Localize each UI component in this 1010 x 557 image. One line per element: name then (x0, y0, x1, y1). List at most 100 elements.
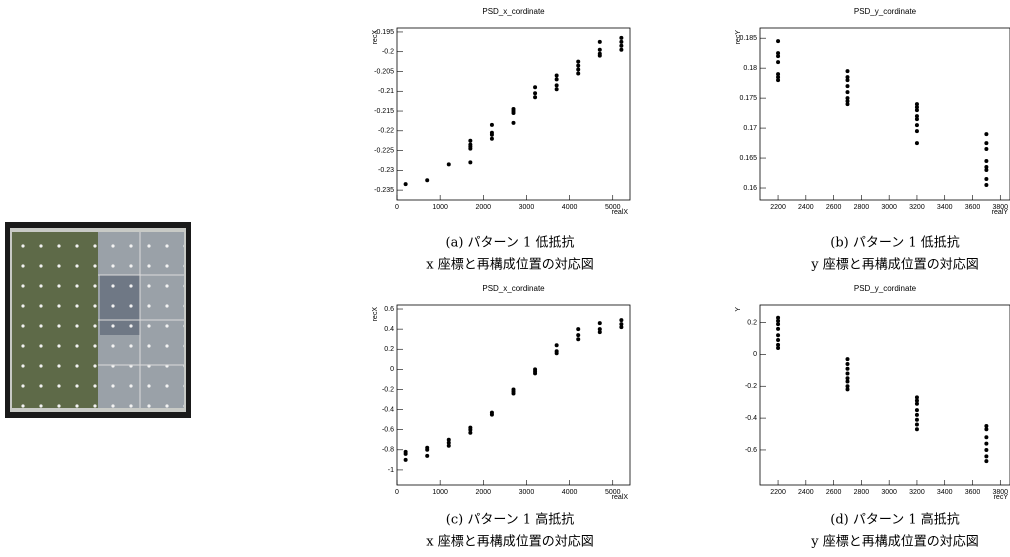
scatter-point (555, 73, 559, 77)
scatter-point (555, 77, 559, 81)
scatter-point (598, 330, 602, 334)
scatter-point (984, 147, 988, 151)
y-tick-label: -0.215 (374, 108, 394, 115)
scatter-point (915, 402, 919, 406)
scatter-point (984, 168, 988, 172)
x-tick-label: 3200 (909, 204, 925, 211)
scatter-point (576, 71, 580, 75)
scatter-point (598, 40, 602, 44)
scatter-point (915, 427, 919, 431)
y-tick-label: 0.2 (384, 346, 394, 353)
x-tick-label: 2600 (826, 204, 842, 211)
y-tick-label: 0.185 (739, 35, 757, 42)
y-tick-label: 0.16 (743, 185, 757, 192)
scatter-point (984, 177, 988, 181)
scatter-point (776, 60, 780, 64)
x-tick-label: 2800 (854, 489, 870, 496)
scatter-point (555, 343, 559, 347)
scatter-point (490, 137, 494, 141)
y-tick-label: -0.235 (374, 187, 394, 194)
scatter-point (598, 48, 602, 52)
scatter-point (576, 68, 580, 72)
figure: PSD_x_cordinaterealXrecX0100020003000400… (0, 0, 1010, 557)
scatter-point (846, 84, 850, 88)
scatter-point (447, 162, 451, 166)
x-tick-label: 2400 (798, 489, 814, 496)
scatter-point (984, 459, 988, 463)
scatter-point (555, 87, 559, 91)
y-tick-label: -0.6 (382, 427, 394, 434)
y-tick-label: 0 (390, 366, 394, 373)
y-tick-label: -0.2 (382, 49, 394, 56)
scatter-point (984, 183, 988, 187)
scatter-point (915, 108, 919, 112)
scatter-point (598, 321, 602, 325)
scatter-point (619, 318, 623, 322)
scatter-point (576, 64, 580, 68)
y-tick-label: 0.6 (384, 306, 394, 313)
scatter-point (576, 333, 580, 337)
y-tick-label: -0.6 (745, 447, 757, 454)
scatter-point (533, 91, 537, 95)
scatter-point (776, 338, 780, 342)
scatter-point (846, 102, 850, 106)
scatter-point (776, 327, 780, 331)
scatter-point (425, 178, 429, 182)
scatter-point (984, 435, 988, 439)
x-tick-label: 3600 (965, 489, 981, 496)
scatter-point (619, 36, 623, 40)
y-tick-label: -0.225 (374, 147, 394, 154)
scatter-point (776, 39, 780, 43)
scatter-point (425, 448, 429, 452)
scatter-point (576, 327, 580, 331)
x-tick-label: 5000 (605, 204, 621, 211)
x-tick-label: 1000 (432, 489, 448, 496)
scatter-point (915, 129, 919, 133)
x-tick-label: 3000 (881, 489, 897, 496)
scatter-point (846, 371, 850, 375)
y-tick-label: -0.8 (382, 447, 394, 454)
scatter-point (404, 452, 408, 456)
x-tick-label: 2600 (826, 489, 842, 496)
scatter-point (846, 90, 850, 94)
x-tick-label: 3800 (992, 204, 1008, 211)
x-tick-label: 2200 (770, 489, 786, 496)
scatter-point (576, 337, 580, 341)
scatter-point (984, 132, 988, 136)
scatter-point (619, 44, 623, 48)
scatter-point (776, 54, 780, 58)
x-tick-label: 1000 (432, 204, 448, 211)
scatter-point (468, 160, 472, 164)
x-tick-label: 3600 (965, 204, 981, 211)
x-tick-label: 2800 (854, 204, 870, 211)
scatter-point (490, 413, 494, 417)
chart-title: PSD_x_cordinate (482, 284, 545, 293)
x-tick-label: 3800 (992, 489, 1008, 496)
y-tick-label: 0.175 (739, 95, 757, 102)
scatter-point (846, 387, 850, 391)
plot-frame (760, 305, 1010, 485)
chart-title: PSD_x_cordinate (482, 7, 545, 16)
y-tick-label: 0.165 (739, 155, 757, 162)
scatter-point (984, 141, 988, 145)
scatter-point (468, 147, 472, 151)
scatter-point (915, 408, 919, 412)
scatter-point (619, 40, 623, 44)
scatter-point (533, 371, 537, 375)
scatter-point (533, 95, 537, 99)
x-tick-label: 2000 (476, 204, 492, 211)
y-tick-label: -1 (388, 467, 394, 474)
x-tick-label: 0 (395, 204, 399, 211)
scatter-point (555, 351, 559, 355)
plot-frame (760, 28, 1010, 200)
y-tick-label: -0.195 (374, 29, 394, 36)
scatter-point (447, 444, 451, 448)
y-tick-label: -0.4 (745, 415, 757, 422)
x-tick-label: 4000 (562, 489, 578, 496)
scatter-point (984, 427, 988, 431)
caption: (b) パターン 1 低抵抗 (830, 236, 959, 251)
chart-title: PSD_y_cordinate (854, 7, 917, 16)
caption: (c) パターン 1 高抵抗 (446, 512, 574, 528)
x-tick-label: 2400 (798, 204, 814, 211)
scatter-point (846, 69, 850, 73)
